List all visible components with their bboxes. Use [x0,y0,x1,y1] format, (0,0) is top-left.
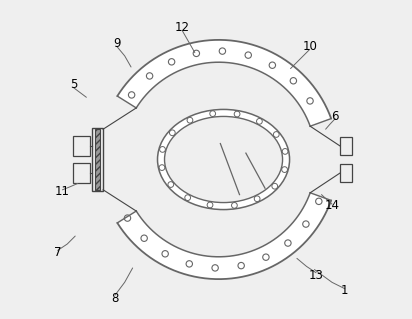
Text: 5: 5 [70,78,77,91]
Bar [94,129,100,190]
Text: 13: 13 [309,270,323,282]
Text: 7: 7 [54,246,61,258]
Bar [340,164,352,182]
Bar [340,137,352,155]
Bar [92,128,103,191]
Wedge shape [96,94,138,225]
Text: 10: 10 [302,40,317,53]
Bar [73,136,90,156]
Text: 1: 1 [341,284,349,297]
Text: 12: 12 [175,21,190,33]
Text: 14: 14 [325,199,339,212]
Bar [73,163,90,183]
Text: 6: 6 [331,110,339,123]
Ellipse shape [164,116,283,203]
Ellipse shape [157,109,290,210]
Text: 9: 9 [113,37,120,49]
Wedge shape [309,117,342,202]
Text: 8: 8 [111,292,119,305]
Text: 11: 11 [55,185,70,198]
